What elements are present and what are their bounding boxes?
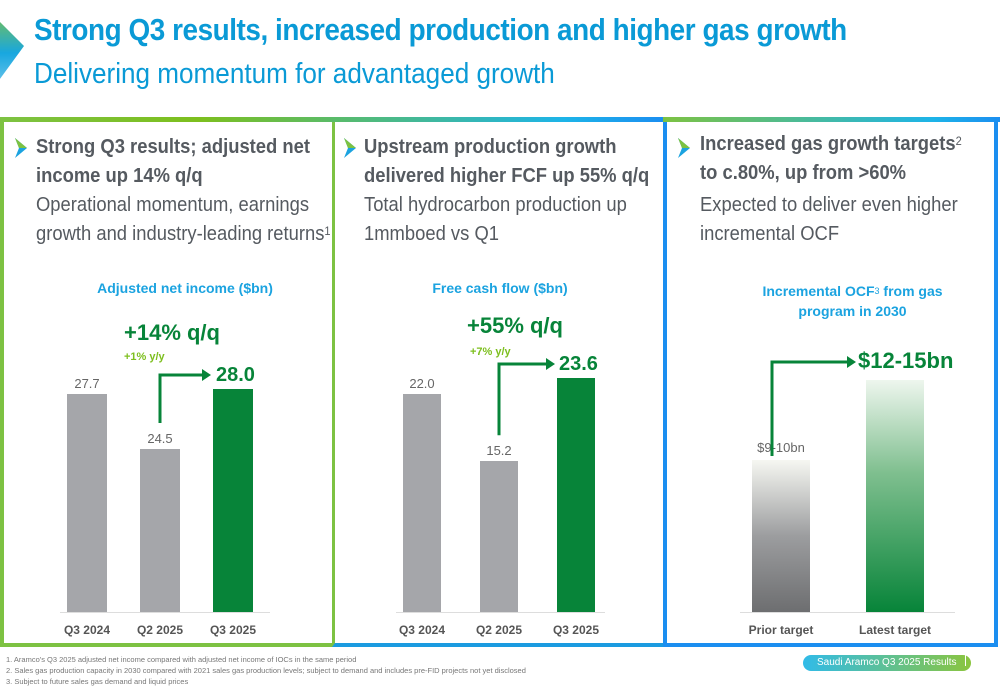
- x-axis: [740, 612, 955, 613]
- category-label: Prior target: [748, 623, 814, 637]
- value-label: 22.0: [409, 375, 435, 391]
- panel3-text: Increased gas growth targets2 to c.80%, u…: [700, 130, 985, 249]
- chevron-bullet-icon: [344, 138, 356, 158]
- x-axis: [60, 612, 270, 613]
- panel3-body: Expected to deliver even higher incremen…: [700, 194, 958, 245]
- panel3-heading-line2: to c.80%, up from >60%: [700, 162, 907, 184]
- panel3-heading-text: Increased gas growth targets: [700, 133, 956, 155]
- bar-q3-2024: [403, 393, 441, 612]
- category-label: Q3 2025: [209, 623, 257, 637]
- category-label: Q2 2025: [475, 623, 523, 637]
- footnote-1: 1. Aramco's Q3 2025 adjusted net income …: [6, 655, 357, 664]
- panel1-body: Operational momentum, earnings growth an…: [36, 191, 344, 249]
- bar-q3-2025: [557, 378, 595, 612]
- chevron-bullet-icon: [15, 138, 27, 158]
- bar-q3-2024: [67, 394, 107, 612]
- bar-q2-2025: [480, 461, 518, 612]
- value-label: $12-15bn: [858, 348, 954, 373]
- panel1-body-text: Operational momentum, earnings growth an…: [36, 194, 325, 245]
- panel3-heading: Increased gas growth targets2 to c.80%, u…: [700, 130, 985, 188]
- yoy-label: +1% y/y: [124, 351, 165, 363]
- chart1-title: Adjusted net income ($bn): [97, 280, 273, 296]
- chart3-title-text2: from gas program in 2030: [798, 283, 943, 319]
- panel-top-border: [0, 117, 663, 122]
- panel2-text: Upstream production growth delivered hig…: [364, 133, 681, 249]
- page-number: 4: [973, 657, 980, 668]
- footer-badge: Saudi Aramco Q3 2025 Results 4: [803, 655, 979, 671]
- value-label: 23.6: [559, 353, 598, 375]
- page-subtitle: Delivering momentum for advantaged growt…: [34, 58, 555, 90]
- value-label: 27.7: [74, 376, 100, 392]
- bar-q3-2025: [213, 389, 253, 612]
- footnote-3: 3. Subject to future sales gas demand an…: [6, 677, 189, 686]
- category-label: Q3 2025: [552, 623, 600, 637]
- x-axis: [396, 612, 605, 613]
- category-label: Latest target: [858, 623, 932, 637]
- panel1-text: Strong Q3 results; adjusted net income u…: [36, 133, 344, 249]
- footnote-ref: 2: [955, 134, 962, 148]
- panel1-heading: Strong Q3 results; adjusted net income u…: [36, 136, 311, 187]
- yoy-label: +7% y/y: [470, 346, 511, 358]
- aramco-logo-icon: [0, 22, 24, 79]
- page-title: Strong Q3 results, increased production …: [34, 12, 847, 47]
- category-label: Q2 2025: [136, 623, 184, 637]
- footnote-2: 2. Sales gas production capacity in 2030…: [6, 666, 526, 675]
- bar-latest-target: [866, 380, 924, 612]
- category-label: Q3 2024: [63, 623, 111, 637]
- value-label: 24.5: [147, 431, 173, 447]
- bar-q2-2025: [140, 449, 180, 612]
- chevron-bullet-icon: [678, 138, 690, 158]
- panel2-heading: Upstream production growth delivered hig…: [364, 136, 650, 187]
- chart2-title: Free cash flow ($bn): [432, 280, 568, 296]
- change-label: +55% q/q: [467, 313, 563, 338]
- footnote-ref: 1: [324, 224, 331, 238]
- value-label: $9-10bn: [757, 440, 805, 455]
- chart3-title-text: Incremental OCF: [762, 283, 875, 299]
- panel-top-border: [663, 117, 1000, 122]
- category-label: Q3 2024: [398, 623, 446, 637]
- chart3-title: Incremental OCF3 from gas program in 203…: [740, 281, 965, 321]
- change-label: +14% q/q: [124, 320, 220, 345]
- footer-label: Saudi Aramco Q3 2025 Results: [817, 657, 957, 668]
- bar-prior-target: [752, 460, 810, 612]
- panel2-body: Total hydrocarbon production up 1mmboed …: [364, 194, 627, 245]
- value-label: 28.0: [216, 364, 255, 386]
- value-label: 15.2: [486, 443, 512, 459]
- footnote-ref: 3: [874, 286, 880, 296]
